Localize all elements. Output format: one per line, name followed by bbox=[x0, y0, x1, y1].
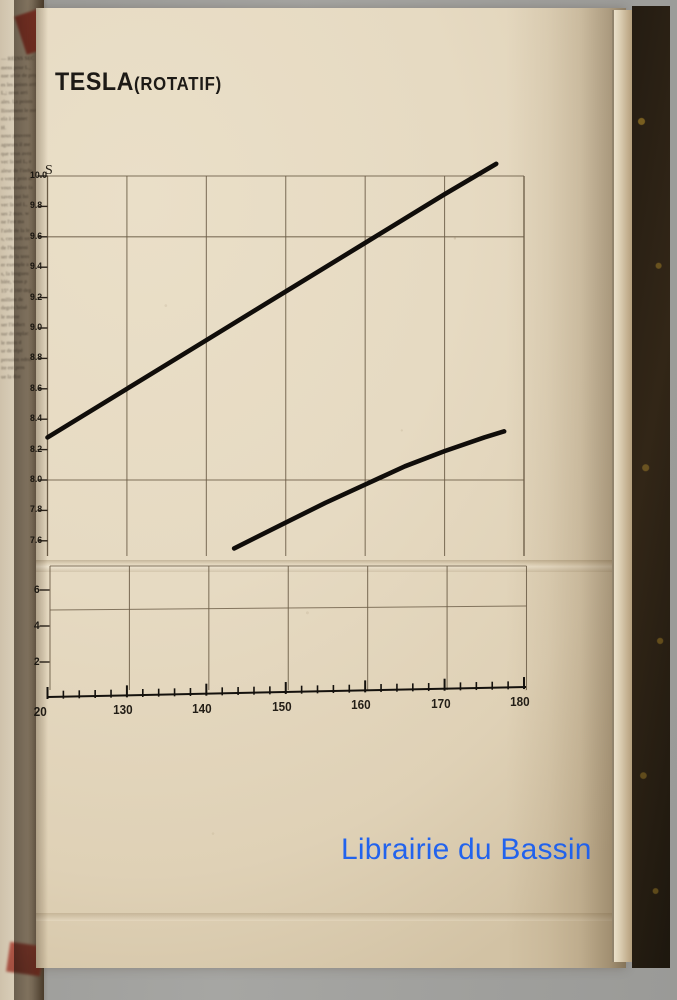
marbled-book-cover bbox=[632, 6, 670, 968]
x-axis-tick-label: 160 bbox=[351, 697, 371, 713]
y-axis-letter: S bbox=[45, 163, 53, 178]
plate-title-paren: (ROTATIF) bbox=[134, 74, 222, 94]
x-axis-tick-label: 150 bbox=[271, 699, 292, 715]
page-curl-shading bbox=[506, 8, 626, 968]
x-axis-tick-label: 180 bbox=[510, 694, 530, 710]
plate-title: TESLA(ROTATIF) bbox=[55, 68, 222, 97]
x-axis-tick-label: 130 bbox=[112, 702, 133, 718]
x-axis-tick-label: 170 bbox=[430, 695, 451, 711]
x-axis-tick-label: 140 bbox=[192, 700, 212, 716]
watermark-librairie-du-bassin: Librairie du Bassin bbox=[341, 833, 592, 866]
graph-plate bbox=[36, 8, 626, 968]
page-edge-line bbox=[612, 10, 614, 962]
paper-seam-lower bbox=[36, 913, 626, 921]
gutter-shadow-overlay bbox=[14, 0, 48, 1000]
plate-title-main: TESLA bbox=[55, 68, 135, 96]
